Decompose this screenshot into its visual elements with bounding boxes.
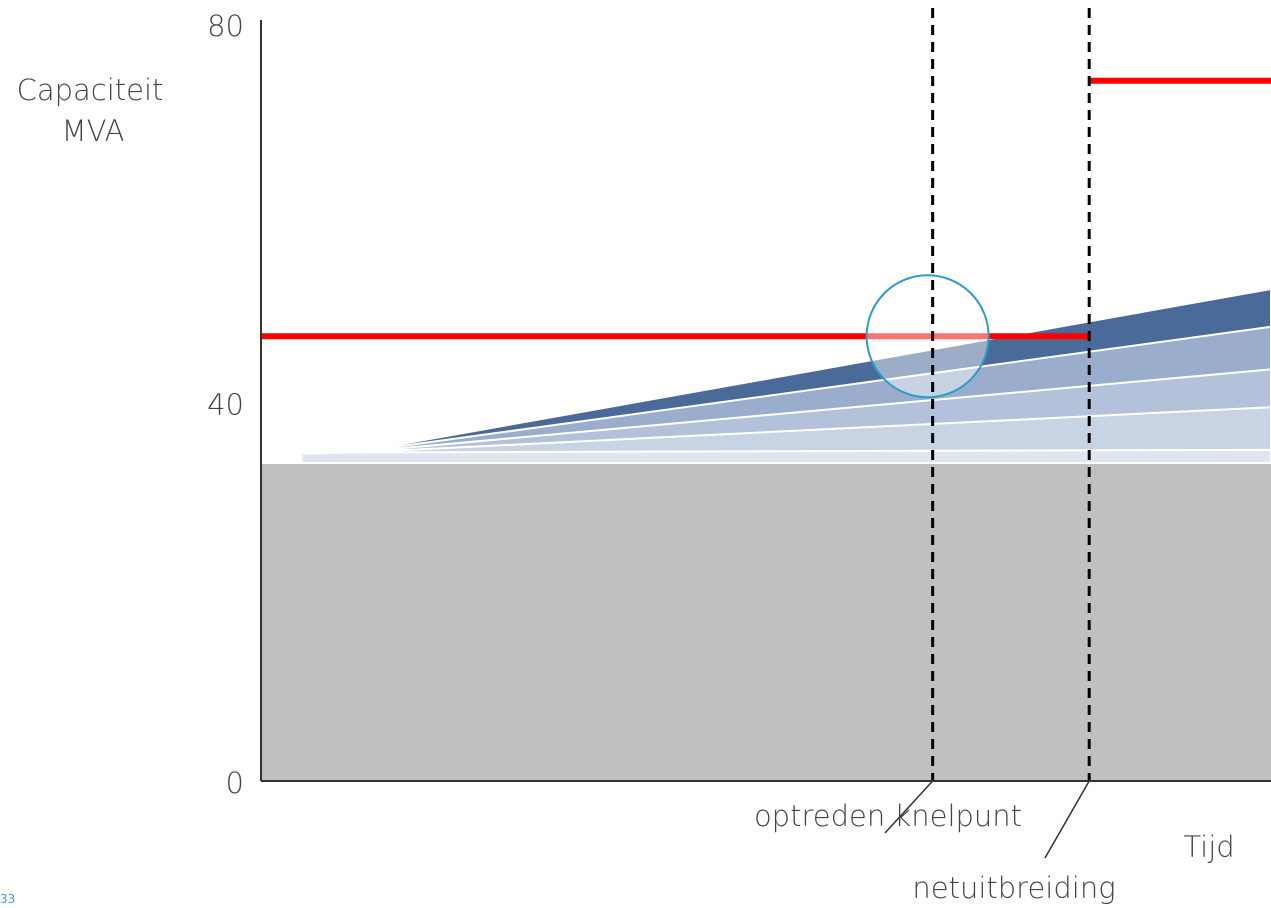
bottleneck-highlight-circle: [865, 274, 990, 399]
growth-bands: [261, 287, 1271, 466]
y-axis-label-line-2: MVA: [62, 114, 125, 148]
x-axis-label: Tijd: [1183, 830, 1234, 864]
y-tick-label-80: 80: [207, 9, 244, 43]
y-tick-label-40: 40: [207, 388, 244, 422]
y-tick-label-0: 0: [226, 766, 244, 800]
page-number: 33: [0, 892, 16, 906]
capacity-lines: [261, 77, 1271, 340]
marker-labels: optreden knelpunt netuitbreiding: [754, 780, 1116, 905]
marker-leader-1: [884, 780, 934, 834]
y-axis-label-line-1: Capaciteit: [17, 73, 164, 107]
growth-band-5: [300, 448, 1271, 466]
base-load-area: [261, 464, 1271, 781]
marker-label-1: optreden knelpunt: [754, 799, 1022, 833]
marker-label-2: netuitbreiding: [912, 871, 1115, 905]
marker-lines: [931, 8, 1091, 781]
marker-leader-2: [1044, 780, 1090, 859]
y-tick-labels: 0 40 80: [207, 9, 244, 800]
